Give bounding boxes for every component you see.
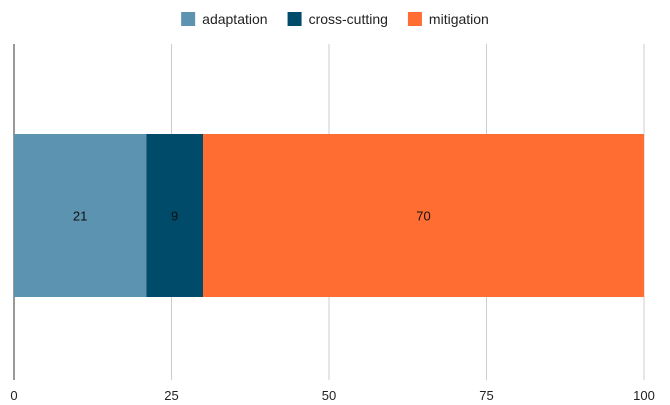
legend-swatch [181, 12, 196, 26]
data-label-adaptation: 21 [73, 209, 87, 224]
data-label-cross-cutting: 9 [171, 209, 178, 224]
legend-swatch [287, 12, 302, 26]
bar-segment-cross-cutting[interactable] [146, 134, 203, 297]
bars [14, 134, 644, 297]
legend-label: cross-cutting [309, 11, 388, 27]
x-tick-label: 25 [164, 388, 178, 403]
legend-swatch [407, 12, 422, 26]
legend-item-adaptation[interactable]: adaptation [181, 11, 268, 27]
x-axis: 0 25 50 75 100 [10, 388, 654, 403]
bar-segment-mitigation[interactable] [203, 134, 644, 297]
legend-label: mitigation [429, 11, 489, 27]
x-tick-label: 100 [633, 388, 655, 403]
x-tick-label: 50 [322, 388, 336, 403]
legend-item-cross-cutting[interactable]: cross-cutting [287, 11, 388, 27]
bar-segment-adaptation[interactable] [14, 134, 147, 297]
x-tick-label: 0 [10, 388, 17, 403]
data-labels: 21 9 70 [73, 209, 431, 224]
x-tick-label: 75 [479, 388, 493, 403]
legend-item-mitigation[interactable]: mitigation [407, 11, 489, 27]
legend: adaptation cross-cutting mitigation [181, 11, 489, 27]
data-label-mitigation: 70 [416, 209, 430, 224]
legend-label: adaptation [202, 11, 267, 27]
